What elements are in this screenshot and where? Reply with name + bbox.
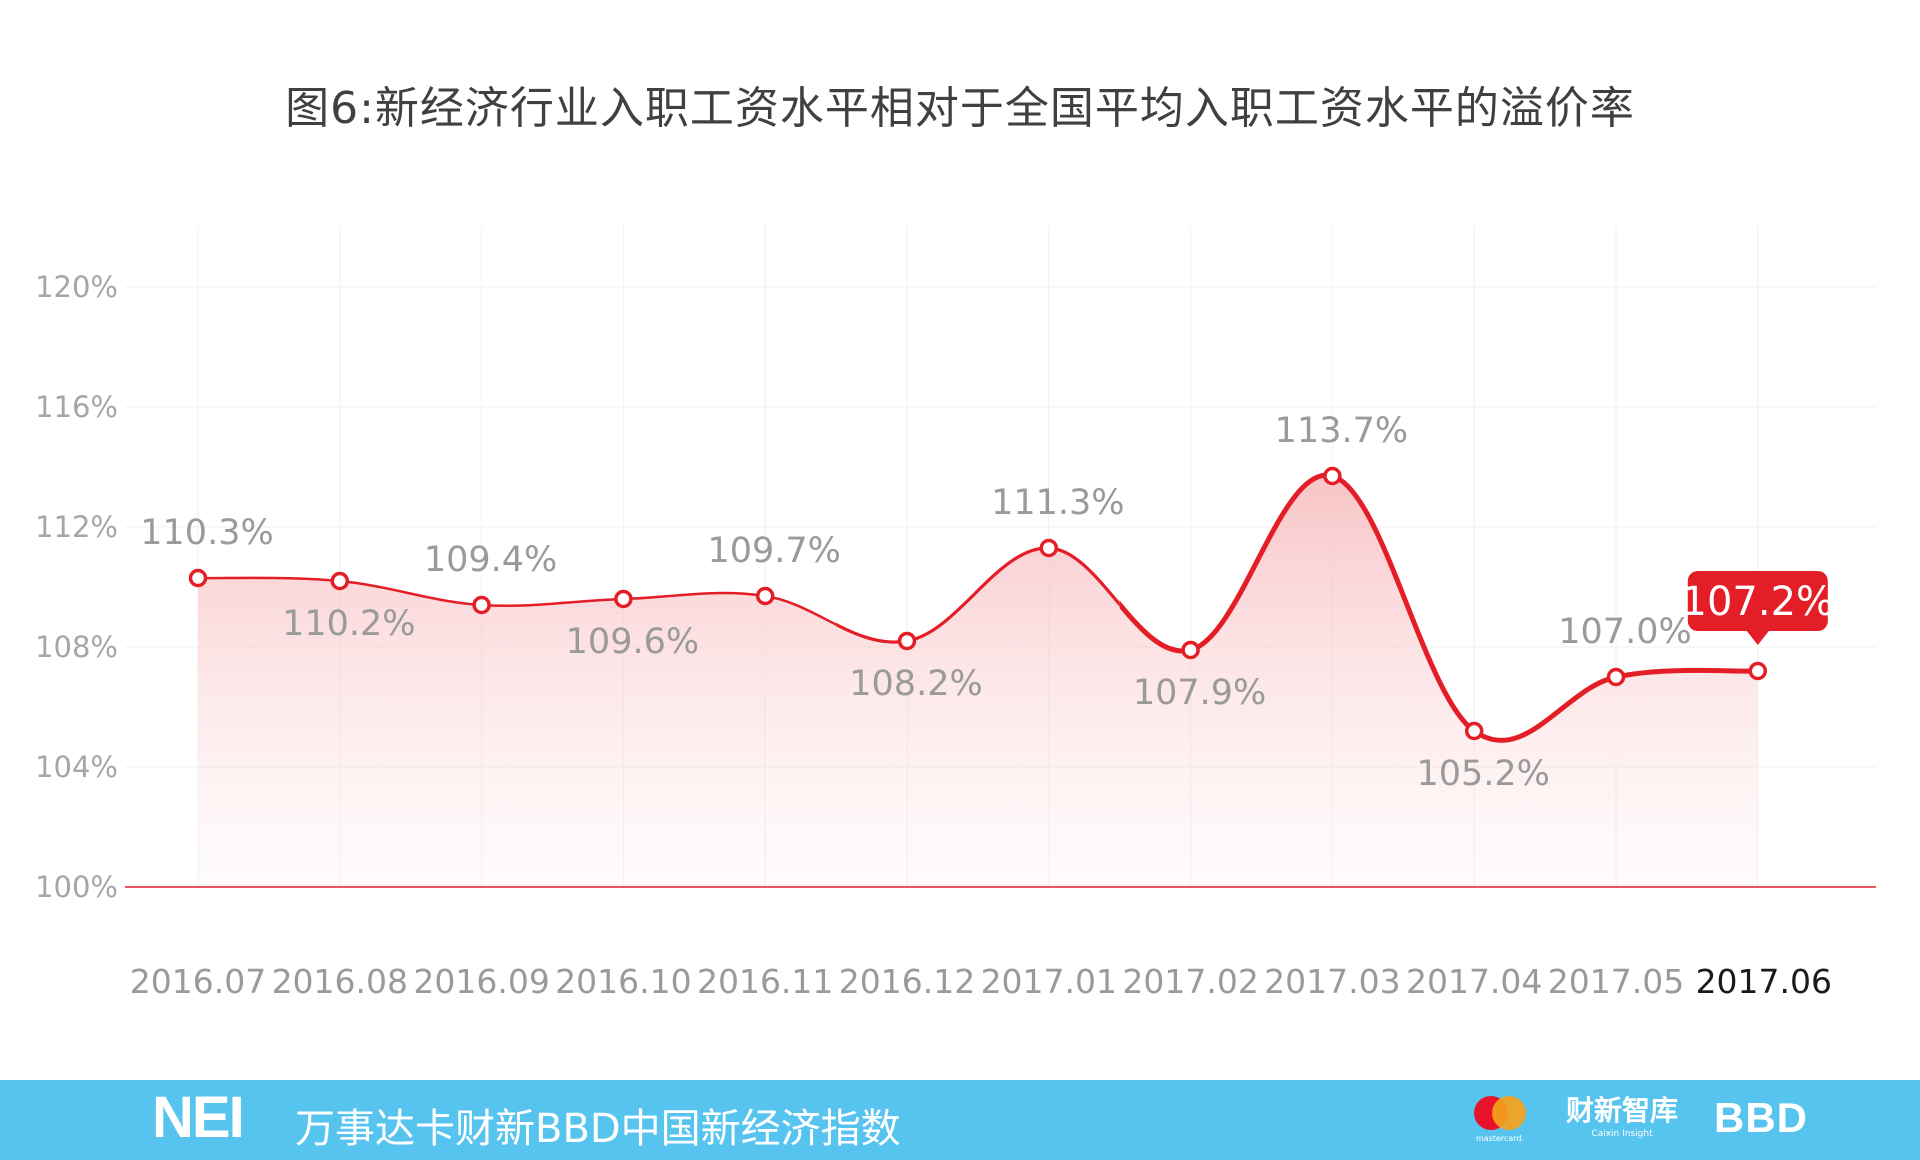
x-tick-label: 2017.04 bbox=[1406, 962, 1542, 1001]
data-point bbox=[330, 571, 350, 591]
y-tick-label: 120% bbox=[35, 270, 118, 304]
x-tick-label: 2016.10 bbox=[555, 962, 691, 1001]
bbd-logo: BBD bbox=[1714, 1094, 1808, 1141]
mastercard-logo: mastercard. bbox=[1470, 1092, 1530, 1156]
data-label-highlight: 107.2% bbox=[1682, 579, 1835, 625]
data-point bbox=[1464, 721, 1484, 741]
data-label: 113.7% bbox=[1275, 411, 1408, 451]
data-label: 107.0% bbox=[1558, 612, 1691, 652]
data-point bbox=[1323, 466, 1342, 486]
x-tick-label: 2016.11 bbox=[697, 962, 833, 1001]
caixin-insight-logo: 财新智库 Caixin Insight bbox=[1562, 1094, 1682, 1154]
x-tick-label: 2016.07 bbox=[130, 962, 266, 1001]
data-label: 110.3% bbox=[140, 513, 273, 553]
line-chart: 110.3% 110.2%109.4% 109.6% 109.7% 108.2% 111.… bbox=[35, 226, 1876, 1001]
data-label: 109.4% bbox=[424, 540, 557, 580]
x-tick-label: 2017.02 bbox=[1122, 962, 1258, 1001]
data-label: 110.2% bbox=[282, 604, 415, 644]
data-point bbox=[472, 595, 491, 615]
data-label: 107.9% bbox=[1133, 673, 1266, 713]
area-fill bbox=[198, 475, 1758, 887]
caixin-insight-en: Caixin Insight bbox=[1591, 1129, 1653, 1139]
x-tick-label: 2017.06 bbox=[1696, 962, 1832, 1001]
nei-logo: NEI bbox=[152, 1085, 245, 1150]
x-tick-label: 2016.08 bbox=[272, 962, 408, 1001]
footer-bar: NEI 万事达卡财新BBD中国新经济指数 mastercard. 财新智库 Ca… bbox=[0, 1080, 1920, 1160]
x-tick-label: 2016.09 bbox=[413, 962, 549, 1001]
data-point bbox=[188, 568, 208, 588]
data-point bbox=[1039, 538, 1059, 558]
x-tick-label: 2017.05 bbox=[1548, 962, 1684, 1001]
y-tick-label: 108% bbox=[35, 630, 118, 664]
y-tick-label: 100% bbox=[35, 870, 118, 904]
data-point bbox=[755, 586, 775, 606]
data-label: 108.2% bbox=[849, 664, 982, 704]
x-tick-label: 2016.12 bbox=[839, 962, 975, 1001]
data-point bbox=[1181, 640, 1200, 660]
highlight-label-bg bbox=[1687, 571, 1828, 631]
footer-index-name: 万事达卡财新BBD中国新经济指数 bbox=[295, 1106, 901, 1152]
x-tick-label: 2017.01 bbox=[981, 962, 1117, 1001]
data-label: 109.6% bbox=[566, 622, 699, 662]
mastercard-orange-circle bbox=[1492, 1096, 1526, 1130]
mastercard-wordmark: mastercard. bbox=[1475, 1134, 1525, 1143]
data-point bbox=[614, 589, 633, 609]
data-point bbox=[1606, 667, 1626, 687]
caixin-insight-cn: 财新智库 bbox=[1565, 1094, 1678, 1127]
chart-title: 图6:新经济行业入职工资水平相对于全国平均入职工资水平的溢价率 bbox=[285, 83, 1635, 134]
data-label: 105.2% bbox=[1416, 754, 1549, 794]
x-tick-label: 2017.03 bbox=[1264, 962, 1400, 1001]
y-tick-label: 112% bbox=[35, 510, 118, 544]
highlight-label-pointer bbox=[1746, 631, 1769, 645]
data-label: 111.3% bbox=[991, 483, 1124, 523]
y-tick-label: 116% bbox=[35, 390, 118, 424]
y-tick-label: 104% bbox=[35, 750, 118, 784]
data-label: 109.7% bbox=[707, 531, 840, 571]
data-point bbox=[1748, 661, 1768, 681]
data-point bbox=[897, 631, 917, 651]
